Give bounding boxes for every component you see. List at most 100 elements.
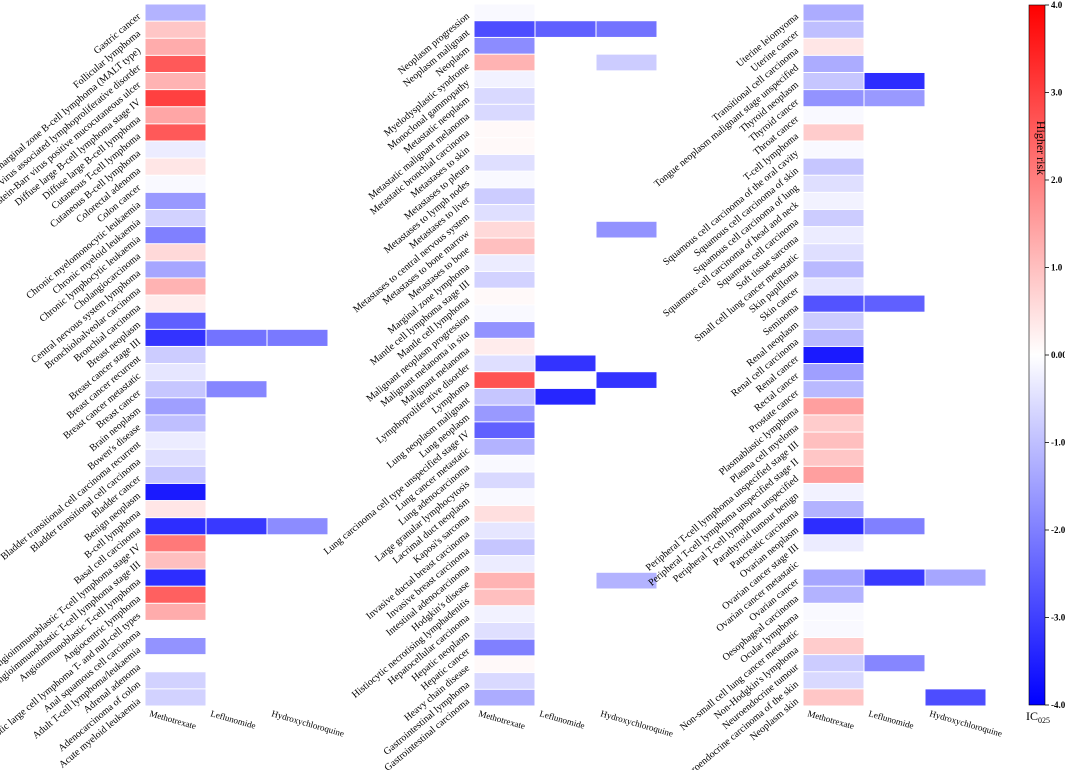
heatmap-cell xyxy=(145,244,206,261)
heatmap-cell xyxy=(474,171,535,188)
heatmap-cell xyxy=(803,192,864,209)
heatmap-cell xyxy=(474,572,535,589)
heatmap-cell xyxy=(474,4,535,21)
heatmap-cell xyxy=(145,346,206,364)
colorbar-ticks: 4.0 3.0 2.0 1.0 0.00 -1.0 -2.0 -3.0 -4.0 xyxy=(1045,0,1065,710)
heatmap-cell xyxy=(803,278,864,295)
heatmap-cell xyxy=(596,21,657,37)
colorbar: Higher risk 4.0 3.0 2.0 1.0 0.00 -1.0 -2.0 -3.0… xyxy=(1026,0,1065,725)
heatmap-cell xyxy=(474,104,535,121)
heatmap-cell xyxy=(803,329,864,346)
heatmap-cell xyxy=(474,154,535,171)
column-label: Methotrexate xyxy=(148,708,197,731)
heatmap-cell xyxy=(803,90,864,107)
heatmap-cell xyxy=(474,372,535,388)
colorbar-title: Higher risk xyxy=(1034,121,1048,175)
heatmap-cell xyxy=(803,124,864,141)
heatmap-cell xyxy=(474,689,535,706)
heatmap-cell xyxy=(803,655,864,672)
colorbar-tick-label: -2.0 xyxy=(1051,525,1065,535)
heatmap-cell xyxy=(803,415,864,432)
heatmap-cell xyxy=(145,689,206,706)
heatmap-cell xyxy=(267,329,328,346)
heatmap-cell xyxy=(474,322,535,338)
heatmap-cell xyxy=(145,90,206,107)
heatmap-cell xyxy=(803,672,864,689)
heatmap-cell xyxy=(474,338,535,355)
heatmap-cell xyxy=(474,255,535,271)
heatmap-cell xyxy=(535,355,596,372)
heatmap-cell xyxy=(145,449,206,466)
heatmap-cell xyxy=(267,518,328,535)
heatmap-cell xyxy=(803,244,864,261)
heatmap-cell xyxy=(596,572,657,589)
colorbar-tick-label: 2.0 xyxy=(1051,175,1063,185)
colorbar-tick-label: 0.00 xyxy=(1051,350,1065,360)
heatmap-cell xyxy=(803,483,864,501)
colorbar-tick-label: -4.0 xyxy=(1051,700,1065,710)
heatmap-cell xyxy=(803,209,864,227)
heatmap-cell xyxy=(864,90,925,107)
heatmap-cell xyxy=(474,556,535,572)
heatmap-cell xyxy=(803,398,864,415)
heatmap-cell xyxy=(145,432,206,449)
heatmap-cell xyxy=(145,158,206,175)
heatmap-cell xyxy=(864,655,925,672)
heatmap-cell xyxy=(803,107,864,124)
heatmap-cell xyxy=(803,295,864,312)
heatmap-cell xyxy=(803,72,864,90)
colorbar-tick-label: 3.0 xyxy=(1051,88,1063,98)
heatmap-cell xyxy=(206,381,267,398)
heatmap-cell xyxy=(803,432,864,449)
heatmap-cell xyxy=(474,539,535,556)
heatmap-cell xyxy=(145,192,206,209)
heatmap-cell xyxy=(803,141,864,158)
heatmap-cell xyxy=(803,466,864,483)
heatmap-cell xyxy=(803,158,864,175)
heatmap-cell xyxy=(145,329,206,346)
heatmap-cell xyxy=(474,656,535,673)
heatmap-cell xyxy=(145,535,206,552)
colorbar-tick-label: 1.0 xyxy=(1051,263,1063,273)
heatmap-cell xyxy=(474,238,535,255)
heatmap-cell xyxy=(145,483,206,501)
heatmap-cell xyxy=(145,72,206,90)
heatmap-cell xyxy=(474,121,535,138)
heatmap-cell xyxy=(474,489,535,505)
heatmap-cell xyxy=(803,620,864,638)
heatmap-cell xyxy=(803,535,864,552)
heatmap-cell xyxy=(145,552,206,569)
heatmap-cell xyxy=(145,398,206,415)
heatmap-cell xyxy=(206,518,267,535)
heatmap-cell xyxy=(474,205,535,221)
column-label: Hydroxychloroquine xyxy=(270,708,345,738)
heatmap-cell xyxy=(145,38,206,55)
heatmap-cell xyxy=(864,295,925,312)
heatmap-cell xyxy=(803,4,864,21)
heatmap-cell xyxy=(803,227,864,244)
heatmap-cell xyxy=(474,54,535,71)
heatmap-cell xyxy=(803,38,864,55)
heatmap-cell xyxy=(474,37,535,54)
heatmap-cell xyxy=(145,175,206,192)
heatmap-cell xyxy=(474,622,535,639)
heatmap-cell xyxy=(145,466,206,483)
heatmap-cell xyxy=(145,209,206,227)
heatmap-cell xyxy=(145,261,206,278)
column-label: Methotrexate xyxy=(806,708,855,731)
heatmap-cell xyxy=(145,672,206,689)
column-label: Leflunomide xyxy=(867,708,914,730)
heatmap-cell xyxy=(145,141,206,158)
heatmap-cell xyxy=(803,449,864,466)
heatmap-cell xyxy=(474,138,535,154)
heatmap-cell xyxy=(474,639,535,656)
colorbar-tick-label: 4.0 xyxy=(1051,0,1063,10)
heatmap-cell xyxy=(474,439,535,455)
colorbar-gradient xyxy=(1028,4,1046,706)
colorbar-tick-label: -3.0 xyxy=(1051,613,1065,623)
heatmap-cell xyxy=(145,124,206,141)
